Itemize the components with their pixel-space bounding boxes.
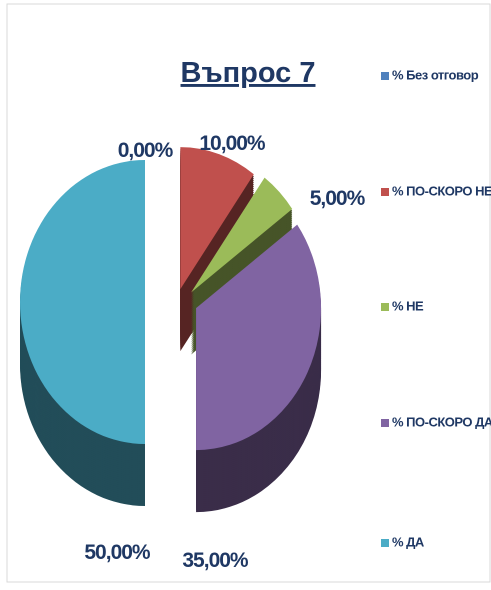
slice [180, 147, 254, 290]
legend-swatch [381, 72, 389, 80]
data-label: 50,00% [84, 541, 151, 564]
legend-label: % ПО-СКОРО НЕ [392, 183, 491, 198]
legend-swatch [381, 539, 389, 547]
data-label: 5,00% [310, 187, 366, 210]
legend-swatch [381, 303, 389, 311]
pie [20, 147, 322, 513]
slice [20, 160, 145, 444]
data-label: 0,00% [118, 139, 174, 162]
data-label: 35,00% [182, 549, 249, 572]
legend-label: % ПО-СКОРО ДА [392, 414, 491, 429]
legend-swatch [381, 419, 389, 427]
slice [191, 177, 293, 293]
legend-label: % Без отговор [392, 67, 479, 82]
legend-label: % НЕ [392, 298, 424, 313]
legend-swatch [381, 188, 389, 196]
legend-label: % ДА [392, 534, 425, 549]
data-label: 10,00% [199, 132, 266, 155]
slice [196, 224, 322, 451]
chart-title: Въпрос 7 [181, 57, 316, 89]
